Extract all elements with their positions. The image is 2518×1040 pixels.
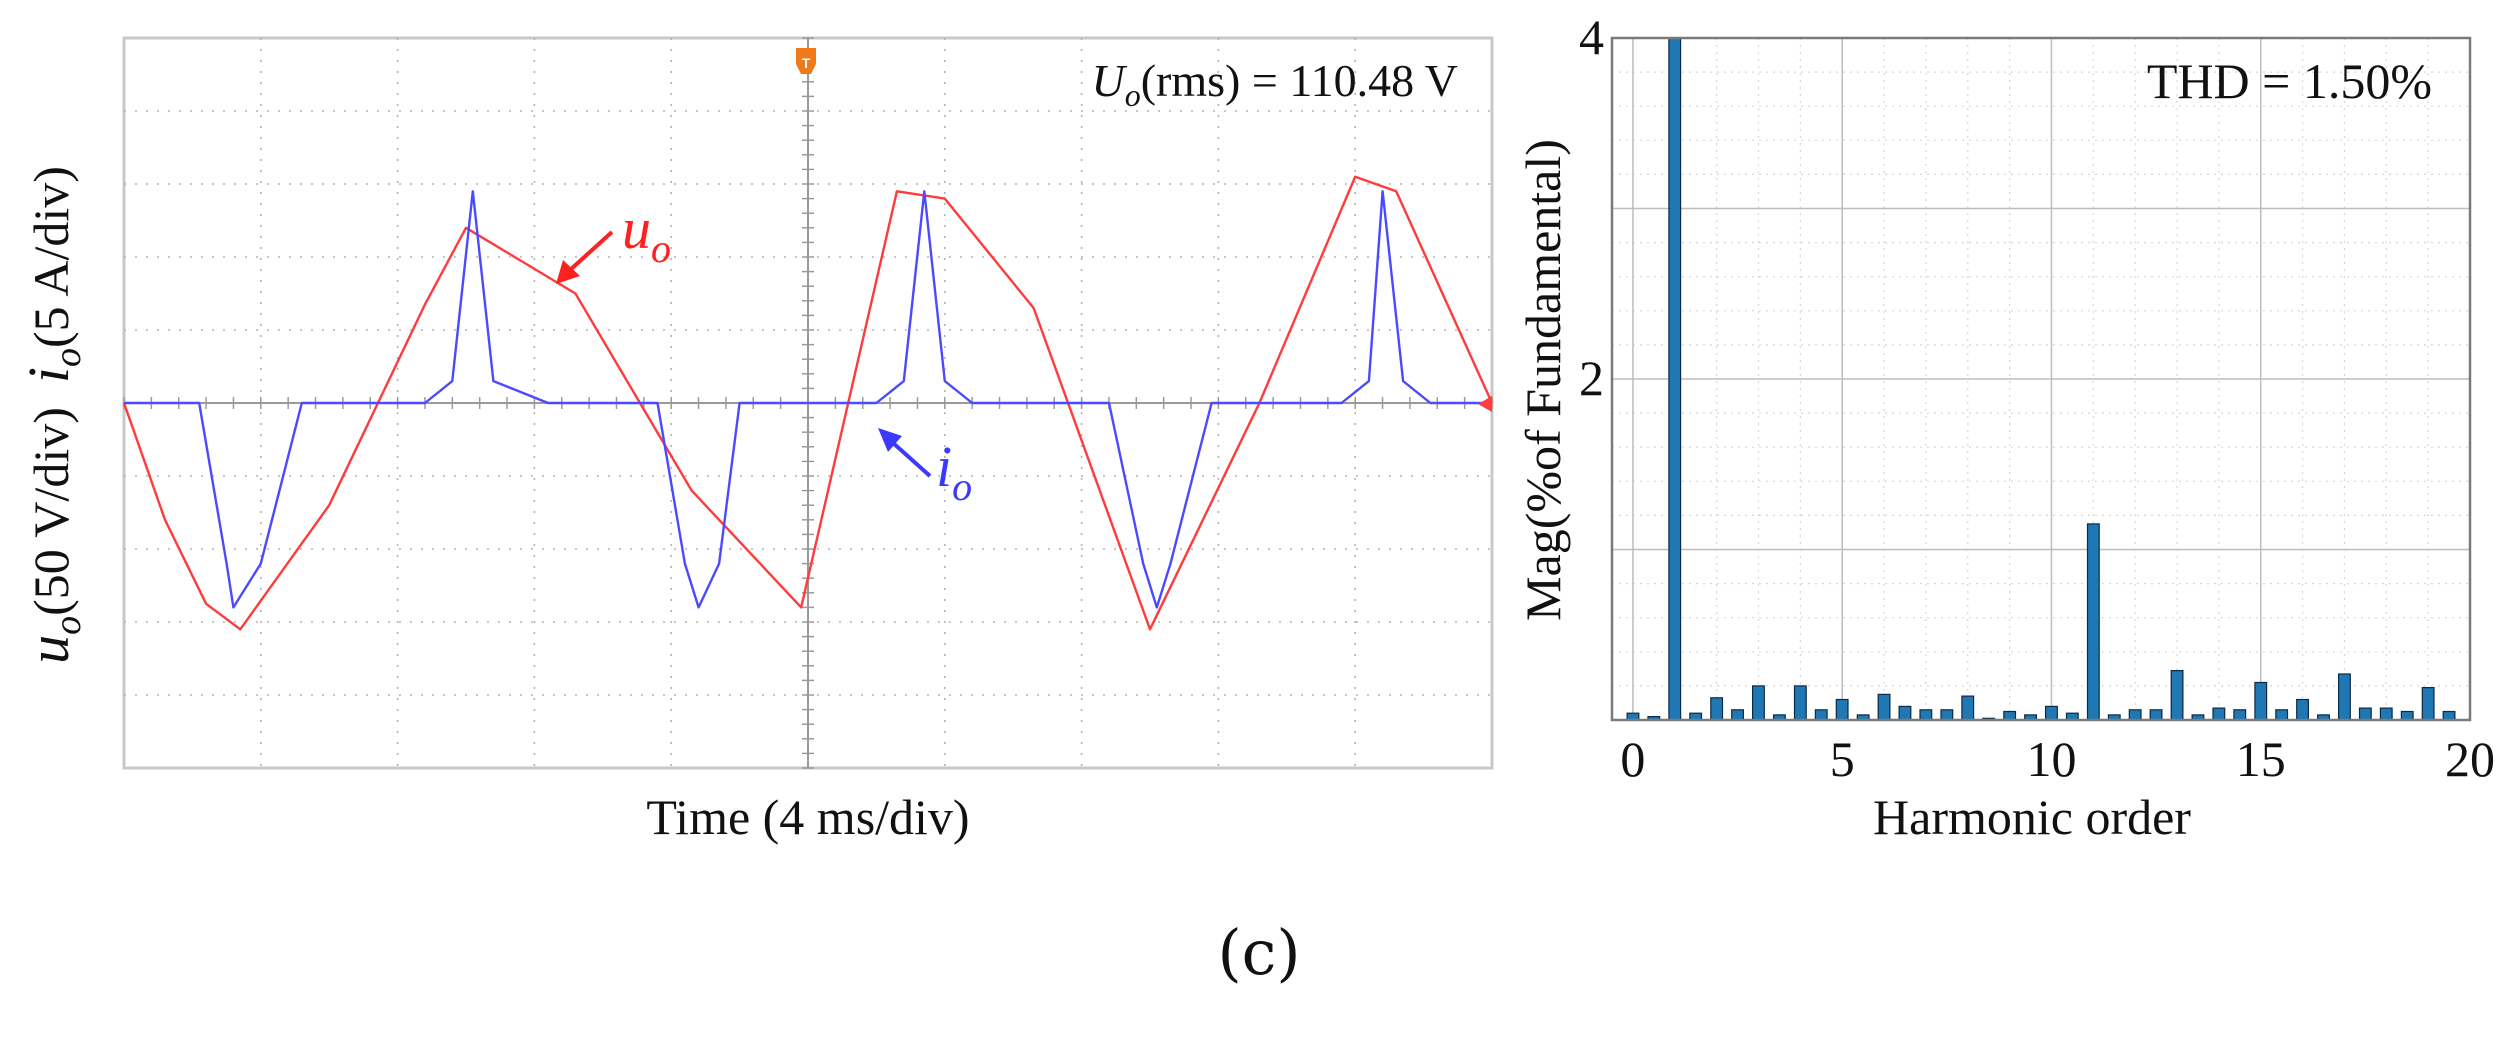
scope-ylabel: uo(50 V/div)io(5 A/div): [16, 166, 89, 664]
scope-traces: [122, 175, 1494, 631]
harmonic-bar: [2233, 709, 2247, 721]
harmonic-bar: [1751, 685, 1765, 721]
harmonic-bar: [1877, 693, 1891, 721]
spectrum-xlabel: Harmonic order: [1873, 789, 2191, 845]
scope-xlabel: Time (4 ms/div): [646, 789, 969, 845]
harmonic-bar: [2254, 681, 2268, 721]
harmonic-bar: [1731, 709, 1744, 721]
harmonic-bar: [2086, 523, 2100, 721]
trigger-marker: T: [796, 48, 816, 74]
harmonic-spectrum-panel: 0 5 10 15 20 24 THD = 1.50% Mag(%of Fundamen…: [1515, 9, 2495, 845]
harmonic-bar: [1940, 709, 1954, 721]
harmonic-bar: [2003, 710, 2017, 721]
harmonic-bar: [2296, 698, 2309, 721]
io-arrow-icon: [878, 428, 932, 478]
harmonic-bar: [2149, 709, 2163, 721]
trigger-marker-label: T: [802, 55, 811, 71]
spectrum-xtick-label: 10: [2026, 731, 2076, 787]
harmonic-bar: [2275, 709, 2289, 721]
level-marker-icon: [1478, 396, 1492, 412]
spectrum-xtick-label: 5: [1830, 731, 1855, 787]
io-series-label: io: [936, 434, 972, 509]
harmonic-bar: [2358, 707, 2372, 721]
harmonic-bar: [2338, 673, 2351, 721]
harmonic-bar: [1668, 37, 1682, 721]
spectrum-ytick-labels: 24: [1579, 9, 1604, 406]
harmonic-bar: [2442, 710, 2456, 721]
harmonic-bar: [2400, 710, 2414, 721]
spectrum-xtick-label: 0: [1620, 731, 1645, 787]
harmonic-bar: [1710, 697, 1724, 721]
thd-annotation: THD = 1.50%: [2147, 53, 2432, 109]
spectrum-xtick-label: 20: [2445, 731, 2495, 787]
harmonic-bar: [1835, 698, 1849, 721]
harmonic-bar: [2421, 686, 2435, 721]
harmonic-bar: [1793, 685, 1807, 721]
harmonic-bar: [2212, 707, 2226, 721]
harmonic-bar: [2044, 705, 2058, 721]
harmonic-bar: [2379, 707, 2393, 721]
spectrum-ytick-label: 4: [1579, 9, 1604, 65]
trace-uo: [122, 175, 1494, 631]
spectrum-xtick-labels: 0 5 10 15 20: [1620, 731, 2495, 787]
figure-caption: (c): [1217, 916, 1300, 989]
rms-annotation: Uo(rms) = 110.48 V: [1092, 55, 1459, 113]
spectrum-ylabel: Mag(%of Fundamental): [1515, 139, 1571, 621]
uo-arrow-icon: [556, 230, 614, 284]
uo-series-label: uo: [622, 196, 671, 271]
harmonic-bar: [1814, 709, 1828, 721]
spectrum-bars: [1626, 37, 2456, 721]
spectrum-ytick-label: 2: [1579, 350, 1604, 406]
harmonic-bar: [2128, 709, 2142, 721]
spectrum-grid: [1612, 38, 2471, 720]
spectrum-xtick-label: 15: [2236, 731, 2286, 787]
oscilloscope-panel: T Uo(rms) = 110.48 V uo io uo(50 V/div)i…: [16, 36, 1494, 845]
harmonic-bar: [1919, 709, 1933, 721]
harmonic-bar: [1898, 705, 1912, 721]
spectrum-frame: [1610, 36, 2472, 722]
harmonic-bar: [2170, 669, 2184, 721]
harmonic-bar: [1961, 695, 1975, 721]
trace-io: [124, 190, 1492, 609]
